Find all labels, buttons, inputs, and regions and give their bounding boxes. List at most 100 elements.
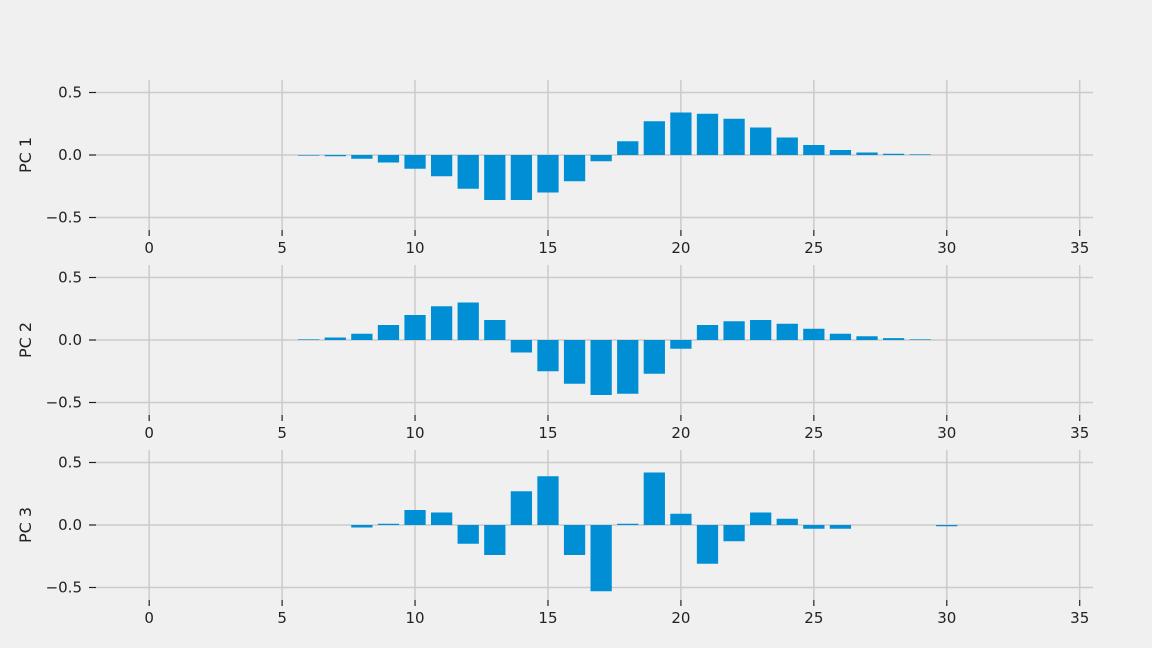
x-tick-label: 20 — [671, 424, 690, 442]
bar — [484, 320, 506, 340]
x-tick-label: 15 — [538, 424, 557, 442]
subplot-pc3: 0 5 10 15 20 25 30 35 −0.5 0.0 0.5 PC 3 — [16, 450, 1093, 627]
bar — [537, 340, 559, 372]
bar — [750, 127, 772, 155]
x-tick-label: 25 — [804, 239, 823, 257]
y-tick-label: 0.0 — [58, 516, 82, 534]
bar — [696, 325, 719, 340]
y-tick-label: 0.0 — [58, 331, 82, 349]
x-tick-label: 25 — [804, 609, 823, 627]
bar — [829, 525, 852, 529]
bar — [643, 340, 665, 374]
bar — [803, 145, 825, 155]
x-tick-label: 5 — [277, 239, 287, 257]
y-axis-label: PC 1 — [16, 137, 35, 173]
bar — [723, 525, 745, 542]
x-tick-label: 20 — [671, 239, 690, 257]
bar — [590, 525, 612, 592]
bar — [882, 338, 905, 340]
x-tick-label: 5 — [277, 424, 287, 442]
subplot-pc1: 0 5 10 15 20 25 30 35 −0.5 0.0 0.5 PC 1 — [16, 80, 1093, 257]
bar — [377, 155, 400, 163]
y-tick-label: 0.5 — [58, 454, 82, 472]
x-tick-label: 15 — [538, 609, 557, 627]
bar — [829, 333, 852, 340]
bar — [776, 518, 798, 525]
bar — [617, 141, 639, 155]
bar — [696, 525, 719, 564]
y-axis-label: PC 2 — [16, 322, 35, 358]
y-tick-label: −0.5 — [46, 209, 82, 227]
bar — [803, 328, 825, 340]
bar — [377, 325, 400, 340]
bar — [856, 336, 878, 340]
bar — [484, 155, 506, 200]
bar — [617, 523, 639, 525]
bar — [484, 525, 506, 555]
x-tick-label: 0 — [144, 424, 154, 442]
bar — [563, 155, 586, 182]
bar — [909, 154, 931, 155]
x-tick-label: 30 — [937, 239, 956, 257]
x-tick-label: 30 — [937, 424, 956, 442]
bar — [776, 323, 798, 340]
x-tick-label: 10 — [405, 239, 424, 257]
bar — [377, 523, 400, 525]
bar — [750, 320, 772, 340]
bar — [670, 112, 692, 155]
bar — [298, 339, 320, 340]
bar — [457, 155, 479, 189]
bar — [457, 525, 479, 544]
bar — [670, 513, 692, 525]
x-tick-label: 10 — [405, 609, 424, 627]
bar — [404, 155, 426, 169]
x-tick-label: 30 — [937, 609, 956, 627]
bar — [723, 118, 745, 155]
bar — [457, 302, 479, 340]
x-tick-label: 20 — [671, 609, 690, 627]
bar — [856, 152, 878, 155]
x-tick-label: 15 — [538, 239, 557, 257]
bar — [351, 155, 373, 159]
x-tick-label: 5 — [277, 609, 287, 627]
bar — [590, 155, 612, 162]
x-tick-label: 25 — [804, 424, 823, 442]
bar — [324, 155, 346, 157]
bar — [510, 340, 533, 353]
bar — [537, 476, 559, 525]
bar — [324, 337, 346, 340]
bar — [563, 340, 586, 384]
x-tick-label: 35 — [1070, 424, 1089, 442]
bar — [298, 155, 320, 156]
bar — [351, 525, 373, 528]
x-tick-label: 0 — [144, 609, 154, 627]
bar — [404, 315, 426, 340]
bar — [510, 155, 533, 200]
x-tick-label: 10 — [405, 424, 424, 442]
y-tick-label: 0.5 — [58, 269, 82, 287]
y-tick-label: 0.0 — [58, 146, 82, 164]
bar — [776, 137, 798, 155]
bar — [723, 321, 745, 340]
bar — [404, 510, 426, 525]
bar — [351, 333, 373, 340]
bar — [430, 155, 453, 177]
bar — [510, 491, 533, 525]
bar — [643, 121, 665, 155]
bar — [590, 340, 612, 395]
bar — [829, 150, 852, 155]
x-tick-label: 0 — [144, 239, 154, 257]
bar — [750, 512, 772, 525]
bar — [882, 153, 905, 155]
bar — [696, 113, 719, 155]
bar — [617, 340, 639, 394]
x-tick-label: 35 — [1070, 239, 1089, 257]
subplot-pc2: 0 5 10 15 20 25 30 35 −0.5 0.0 0.5 PC 2 — [16, 265, 1093, 442]
x-tick-label: 35 — [1070, 609, 1089, 627]
bar — [430, 306, 453, 340]
bar — [936, 525, 958, 527]
bar — [643, 472, 665, 525]
bar — [563, 525, 586, 555]
bar — [537, 155, 559, 193]
bar — [909, 339, 931, 340]
